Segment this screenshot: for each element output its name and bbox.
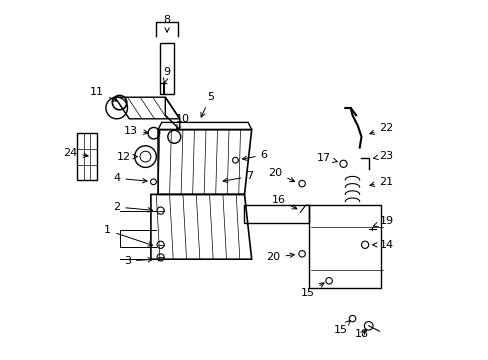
Text: 15: 15 xyxy=(333,320,349,336)
Text: 1: 1 xyxy=(104,225,152,246)
Text: 14: 14 xyxy=(372,240,393,250)
Text: 13: 13 xyxy=(124,126,148,136)
Text: 18: 18 xyxy=(354,329,368,339)
Text: 19: 19 xyxy=(373,216,393,227)
Text: 3: 3 xyxy=(124,256,152,266)
Text: 9: 9 xyxy=(163,67,170,83)
Text: 20: 20 xyxy=(267,168,294,181)
Text: 12: 12 xyxy=(117,152,137,162)
Text: 6: 6 xyxy=(242,150,267,161)
Text: 7: 7 xyxy=(223,171,253,183)
Text: 2: 2 xyxy=(113,202,152,212)
Text: 8: 8 xyxy=(163,15,170,32)
Text: 5: 5 xyxy=(201,92,213,117)
Text: 24: 24 xyxy=(63,148,88,158)
Text: 15: 15 xyxy=(300,283,324,298)
Text: 20: 20 xyxy=(266,252,294,262)
Text: 21: 21 xyxy=(369,177,393,187)
Text: 4: 4 xyxy=(113,173,147,183)
Text: 23: 23 xyxy=(373,150,393,161)
Text: 17: 17 xyxy=(316,153,337,163)
Text: 10: 10 xyxy=(176,114,190,130)
Text: 16: 16 xyxy=(271,195,296,209)
Text: 22: 22 xyxy=(369,123,393,134)
Text: 11: 11 xyxy=(90,87,117,101)
